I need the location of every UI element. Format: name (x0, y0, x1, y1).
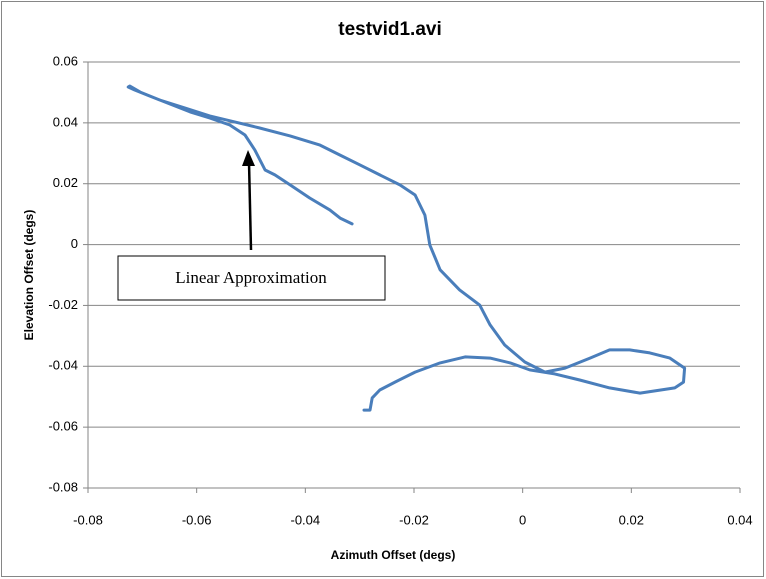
x-tick-label: -0.08 (73, 512, 103, 527)
y-tick-label: -0.06 (48, 419, 78, 434)
x-tick-label: 0.02 (619, 512, 644, 527)
y-tick-label: 0 (71, 236, 78, 251)
x-tick-label: -0.02 (399, 512, 429, 527)
y-tick-label: 0.02 (53, 175, 78, 190)
x-tick-label: 0 (519, 512, 526, 527)
y-tick-label: -0.02 (48, 297, 78, 312)
arrow-head (242, 150, 255, 166)
annotation-arrow (247, 161, 253, 251)
y-tick-label: -0.08 (48, 479, 78, 494)
data-line (126, 84, 687, 412)
x-tick-label: -0.04 (291, 512, 321, 527)
annotation: Linear Approximation (117, 150, 386, 301)
x-tick-label: -0.06 (182, 512, 212, 527)
annotation-text: Linear Approximation (175, 268, 327, 287)
annotation-box (117, 255, 386, 301)
x-tick-label: 0.04 (727, 512, 752, 527)
y-tick-label: 0.06 (53, 53, 78, 68)
plot-area: -0.08 -0.06 -0.04 -0.02 0 0.02 0.04 0.06 -0.08 -0… (48, 53, 752, 527)
x-axis-label: Azimuth Offset (degs) (331, 548, 456, 562)
y-axis-label: Elevation Offset (degs) (22, 210, 36, 341)
chart-title: testvid1.avi (338, 19, 442, 40)
y-tick-label: -0.04 (48, 358, 78, 373)
y-tick-label: 0.04 (53, 114, 78, 129)
